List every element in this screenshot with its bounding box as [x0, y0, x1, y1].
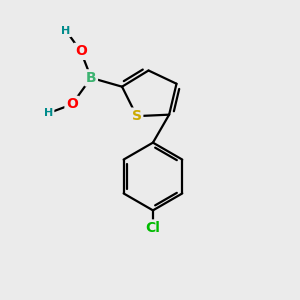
Text: H: H — [61, 26, 71, 36]
Text: S: S — [132, 109, 142, 123]
Text: Cl: Cl — [146, 221, 160, 235]
Text: O: O — [66, 98, 78, 111]
Text: B: B — [86, 71, 96, 85]
Text: O: O — [75, 44, 87, 58]
Text: H: H — [44, 108, 53, 118]
